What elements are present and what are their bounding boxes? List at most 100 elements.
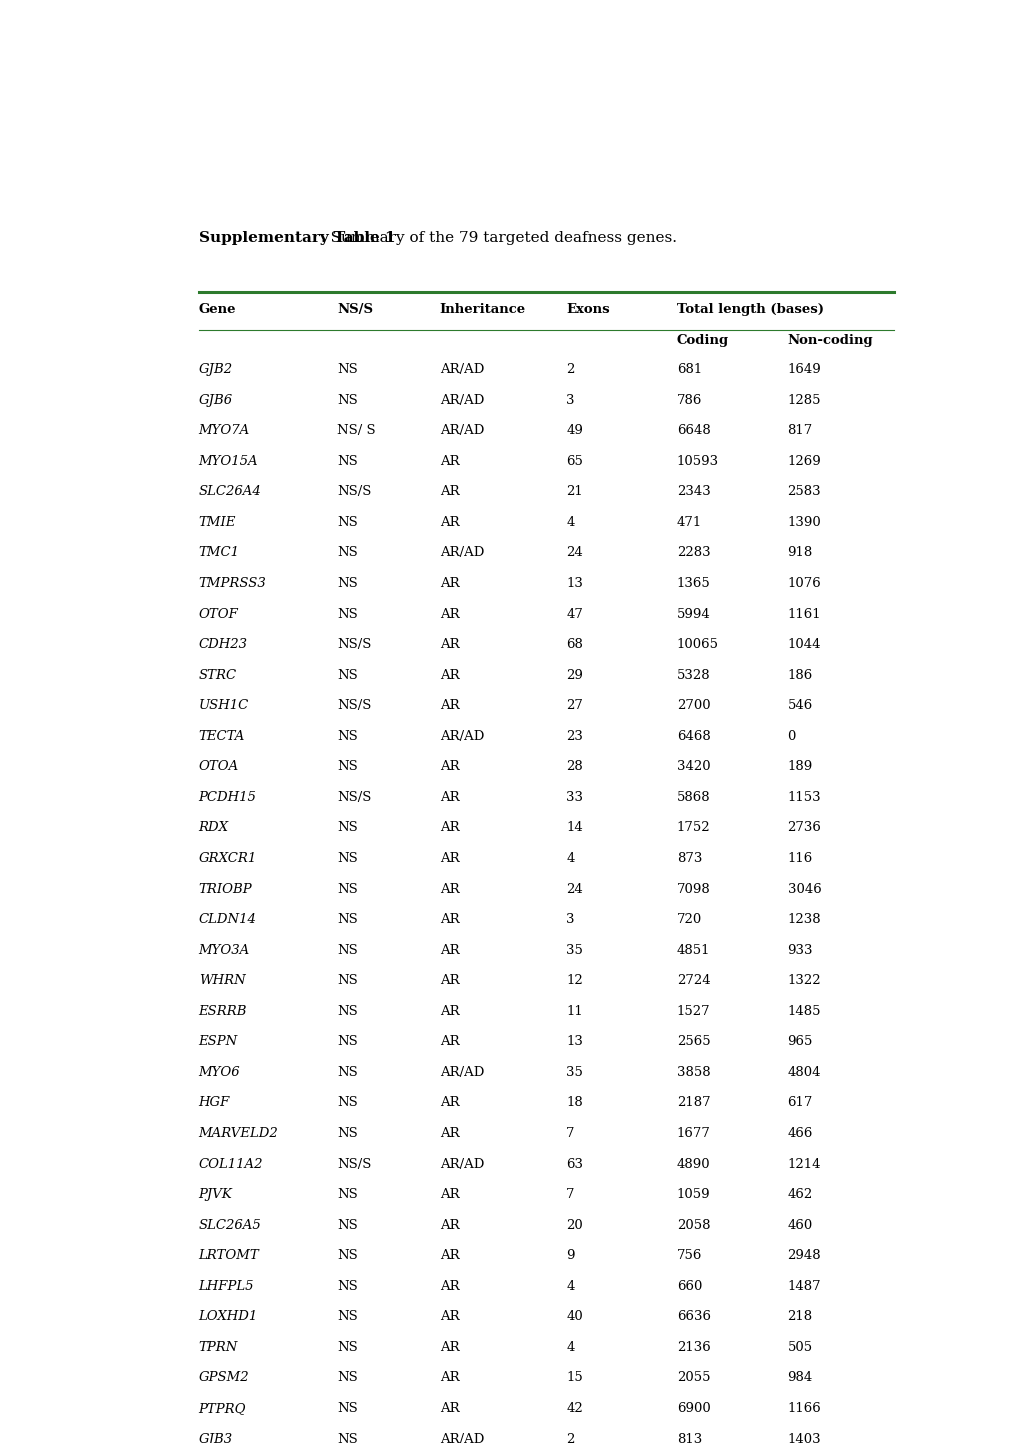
Text: 3: 3 bbox=[566, 913, 574, 926]
Text: 4851: 4851 bbox=[677, 944, 709, 957]
Text: GJB2: GJB2 bbox=[199, 364, 232, 377]
Text: AR: AR bbox=[439, 821, 459, 834]
Text: 1677: 1677 bbox=[677, 1127, 710, 1140]
Text: AR/AD: AR/AD bbox=[439, 424, 484, 437]
Text: 47: 47 bbox=[566, 608, 583, 620]
Text: AR: AR bbox=[439, 700, 459, 713]
Text: HGF: HGF bbox=[199, 1097, 230, 1110]
Text: 2187: 2187 bbox=[677, 1097, 710, 1110]
Text: 24: 24 bbox=[566, 883, 583, 896]
Text: 10065: 10065 bbox=[677, 638, 718, 651]
Text: AR: AR bbox=[439, 668, 459, 681]
Text: 3858: 3858 bbox=[677, 1066, 710, 1079]
Text: NS: NS bbox=[336, 1066, 358, 1079]
Text: 1238: 1238 bbox=[787, 913, 820, 926]
Text: AR: AR bbox=[439, 1250, 459, 1263]
Text: 21: 21 bbox=[566, 485, 583, 498]
Text: 189: 189 bbox=[787, 760, 812, 773]
Text: NS: NS bbox=[336, 1341, 358, 1354]
Text: 23: 23 bbox=[566, 730, 583, 743]
Text: 2058: 2058 bbox=[677, 1219, 709, 1232]
Text: 29: 29 bbox=[566, 668, 583, 681]
Text: USH1C: USH1C bbox=[199, 700, 249, 713]
Text: PJVK: PJVK bbox=[199, 1188, 232, 1201]
Text: 505: 505 bbox=[787, 1341, 812, 1354]
Text: NS: NS bbox=[336, 760, 358, 773]
Text: 65: 65 bbox=[566, 455, 583, 468]
Text: WHRN: WHRN bbox=[199, 974, 246, 987]
Text: 965: 965 bbox=[787, 1036, 812, 1049]
Text: 24: 24 bbox=[566, 547, 583, 560]
Text: 1161: 1161 bbox=[787, 608, 820, 620]
Text: NS: NS bbox=[336, 913, 358, 926]
Text: NS: NS bbox=[336, 1004, 358, 1017]
Text: ESPN: ESPN bbox=[199, 1036, 237, 1049]
Text: Gene: Gene bbox=[199, 303, 236, 316]
Text: 1390: 1390 bbox=[787, 517, 820, 530]
Text: 2565: 2565 bbox=[677, 1036, 710, 1049]
Text: NS: NS bbox=[336, 944, 358, 957]
Text: 1285: 1285 bbox=[787, 394, 820, 407]
Text: AR: AR bbox=[439, 1341, 459, 1354]
Text: AR: AR bbox=[439, 1188, 459, 1201]
Text: NS/S: NS/S bbox=[336, 791, 371, 804]
Text: 873: 873 bbox=[677, 851, 702, 864]
Text: GJB6: GJB6 bbox=[199, 394, 232, 407]
Text: SLC26A5: SLC26A5 bbox=[199, 1219, 261, 1232]
Text: AR/AD: AR/AD bbox=[439, 1433, 484, 1443]
Text: 2948: 2948 bbox=[787, 1250, 820, 1263]
Text: 18: 18 bbox=[566, 1097, 583, 1110]
Text: MYO15A: MYO15A bbox=[199, 455, 258, 468]
Text: LRTOMT: LRTOMT bbox=[199, 1250, 259, 1263]
Text: 2: 2 bbox=[566, 1433, 574, 1443]
Text: MYO6: MYO6 bbox=[199, 1066, 240, 1079]
Text: 10593: 10593 bbox=[677, 455, 718, 468]
Text: 660: 660 bbox=[677, 1280, 702, 1293]
Text: AR: AR bbox=[439, 944, 459, 957]
Text: NS/S: NS/S bbox=[336, 303, 373, 316]
Text: 471: 471 bbox=[677, 517, 701, 530]
Text: 681: 681 bbox=[677, 364, 701, 377]
Text: TMC1: TMC1 bbox=[199, 547, 239, 560]
Text: AR: AR bbox=[439, 1097, 459, 1110]
Text: 5868: 5868 bbox=[677, 791, 710, 804]
Text: PCDH15: PCDH15 bbox=[199, 791, 256, 804]
Text: 1059: 1059 bbox=[677, 1188, 710, 1201]
Text: TMIE: TMIE bbox=[199, 517, 235, 530]
Text: 20: 20 bbox=[566, 1219, 583, 1232]
Text: 7: 7 bbox=[566, 1127, 574, 1140]
Text: NS: NS bbox=[336, 851, 358, 864]
Text: 2724: 2724 bbox=[677, 974, 710, 987]
Text: NS: NS bbox=[336, 1250, 358, 1263]
Text: NS: NS bbox=[336, 455, 358, 468]
Text: TPRN: TPRN bbox=[199, 1341, 237, 1354]
Text: OTOF: OTOF bbox=[199, 608, 238, 620]
Text: 6468: 6468 bbox=[677, 730, 710, 743]
Text: PTPRQ: PTPRQ bbox=[199, 1403, 246, 1416]
Text: 6648: 6648 bbox=[677, 424, 710, 437]
Text: 68: 68 bbox=[566, 638, 583, 651]
Text: MYO3A: MYO3A bbox=[199, 944, 250, 957]
Text: 2136: 2136 bbox=[677, 1341, 710, 1354]
Text: NS: NS bbox=[336, 1127, 358, 1140]
Text: AR: AR bbox=[439, 760, 459, 773]
Text: 4: 4 bbox=[566, 851, 574, 864]
Text: 1649: 1649 bbox=[787, 364, 820, 377]
Text: NS: NS bbox=[336, 577, 358, 590]
Text: 5328: 5328 bbox=[677, 668, 710, 681]
Text: 2055: 2055 bbox=[677, 1371, 709, 1384]
Text: NS: NS bbox=[336, 364, 358, 377]
Text: 3420: 3420 bbox=[677, 760, 710, 773]
Text: 933: 933 bbox=[787, 944, 812, 957]
Text: 1153: 1153 bbox=[787, 791, 820, 804]
Text: 6636: 6636 bbox=[677, 1310, 710, 1323]
Text: COL11A2: COL11A2 bbox=[199, 1157, 263, 1170]
Text: 2343: 2343 bbox=[677, 485, 710, 498]
Text: NS: NS bbox=[336, 1371, 358, 1384]
Text: TRIOBP: TRIOBP bbox=[199, 883, 252, 896]
Text: Total length (bases): Total length (bases) bbox=[677, 303, 823, 316]
Text: NS: NS bbox=[336, 974, 358, 987]
Text: 1403: 1403 bbox=[787, 1433, 820, 1443]
Text: NS: NS bbox=[336, 1280, 358, 1293]
Text: 1166: 1166 bbox=[787, 1403, 820, 1416]
